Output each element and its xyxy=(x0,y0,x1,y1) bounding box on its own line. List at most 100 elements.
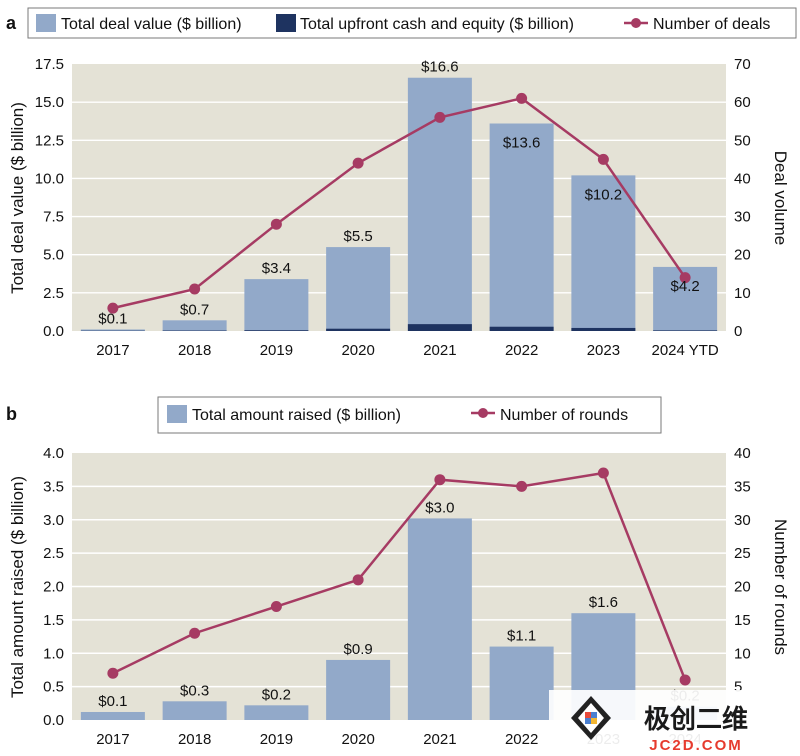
x-tick-label: 2017 xyxy=(96,731,129,748)
panel-a-x-ticks: 2017 2018 2019 2020 2021 2022 2023 2024 YTD xyxy=(96,342,719,359)
y-tick-label: 5.0 xyxy=(43,247,64,264)
y-tick-label: 0.0 xyxy=(43,712,64,729)
y2-tick-label: 35 xyxy=(734,478,751,495)
panel-b-bars xyxy=(80,518,718,720)
panel-a-right-ticks: 0 10 20 30 40 50 60 70 xyxy=(734,56,751,340)
y-tick-label: 15.0 xyxy=(35,94,64,111)
y2-tick-label: 70 xyxy=(734,56,751,73)
legend-label-deals: Number of deals xyxy=(653,16,770,33)
line-point xyxy=(107,302,119,314)
line-series xyxy=(112,96,687,310)
watermark-logo: 极创二维 JC2D.COM xyxy=(549,690,800,756)
y2-tick-label: 5 xyxy=(734,679,742,696)
y2-tick-label: 20 xyxy=(734,247,751,264)
panel-b-letter: b xyxy=(6,404,17,424)
bar-2020 xyxy=(326,659,391,720)
data-label: $10.2 xyxy=(585,186,623,203)
upfront-bar-2021 xyxy=(407,324,472,331)
legend-swatch-upfront xyxy=(276,14,296,32)
upfront-bar-2020 xyxy=(326,328,391,331)
line-point xyxy=(270,218,282,230)
legend-label-amount-raised: Total amount raised ($ billion) xyxy=(192,407,401,424)
line-point xyxy=(597,467,609,479)
panel-a-data-labels: $0.1 $0.7 $3.4 $5.5 $16.6 $13.6 $10.2 $4.2 xyxy=(98,59,699,328)
watermark-text-cn: 极创二维 xyxy=(644,704,748,734)
panel-a-y2-axis-title: Deal volume xyxy=(771,151,790,246)
y-tick-label: 1.0 xyxy=(43,645,64,662)
y2-tick-label: 25 xyxy=(734,545,751,562)
bar-2018 xyxy=(162,701,227,720)
y2-tick-label: 20 xyxy=(734,579,751,596)
data-label: $0.9 xyxy=(344,641,373,658)
x-tick-label: 2018 xyxy=(178,731,211,748)
bar-2017 xyxy=(80,711,145,720)
watermark-text-en: JC2D.COM xyxy=(649,737,743,754)
line-point xyxy=(434,474,446,486)
line-point xyxy=(107,667,119,679)
bar-2020 xyxy=(326,247,391,331)
y-tick-label: 3.5 xyxy=(43,478,64,495)
panel-a-left-ticks: 0.0 2.5 5.0 7.5 10.0 12.5 15.0 17.5 xyxy=(35,56,64,340)
y2-tick-label: 15 xyxy=(734,612,751,629)
x-tick-label: 2019 xyxy=(260,731,293,748)
data-label: $0.3 xyxy=(180,682,209,699)
panel-b-y-axis-title: Total amount raised ($ billion) xyxy=(8,476,27,698)
y-tick-label: 17.5 xyxy=(35,56,64,73)
line-point xyxy=(679,272,691,284)
panel-b: b Total amount raised ($ billion) Number… xyxy=(6,396,790,748)
y-tick-label: 0.5 xyxy=(43,679,64,696)
panel-a-letter: a xyxy=(6,13,17,33)
bar-2022 xyxy=(489,123,554,331)
legend-label-upfront: Total upfront cash and equity ($ billion… xyxy=(300,16,574,33)
y-tick-label: 1.5 xyxy=(43,612,64,629)
bar-2017 xyxy=(80,329,145,331)
y-tick-label: 0.0 xyxy=(43,323,64,340)
x-tick-label: 2017 xyxy=(96,342,129,359)
y-tick-label: 3.0 xyxy=(43,512,64,529)
line-point xyxy=(352,157,364,169)
bar-2019 xyxy=(244,279,309,331)
legend-label-rounds: Number of rounds xyxy=(500,407,628,424)
y2-tick-label: 0 xyxy=(734,323,742,340)
data-label: $0.1 xyxy=(98,693,127,710)
y2-tick-label: 60 xyxy=(734,94,751,111)
y2-tick-label: 40 xyxy=(734,445,751,462)
y2-tick-label: 50 xyxy=(734,132,751,149)
x-tick-label: 2018 xyxy=(178,342,211,359)
line-point xyxy=(679,674,691,686)
y2-tick-label: 40 xyxy=(734,170,751,187)
data-label: $5.5 xyxy=(344,228,373,245)
data-label: $1.1 xyxy=(507,628,536,645)
data-label: $3.4 xyxy=(262,260,291,277)
panel-b-right-ticks: 5 10 15 20 25 30 35 40 xyxy=(734,445,751,696)
y-tick-label: 7.5 xyxy=(43,209,64,226)
y2-tick-label: 30 xyxy=(734,512,751,529)
x-tick-label: 2023 xyxy=(587,342,620,359)
bar-2023 xyxy=(571,175,636,331)
panel-a-bars xyxy=(80,77,718,331)
x-tick-label: 2024 YTD xyxy=(651,342,718,359)
panel-a-y-axis-title: Total deal value ($ billion) xyxy=(8,102,27,294)
bar-2021 xyxy=(407,518,472,720)
line-series xyxy=(112,471,687,681)
line-point xyxy=(597,153,609,165)
panel-a-legend: Total deal value ($ billion) Total upfro… xyxy=(27,7,797,39)
legend-label-total-deal-value: Total deal value ($ billion) xyxy=(61,16,242,33)
upfront-bar-2024-ytd xyxy=(653,330,718,331)
line-point xyxy=(352,574,364,586)
y-tick-label: 10.0 xyxy=(35,170,64,187)
panel-b-y2-axis-title: Number of rounds xyxy=(771,519,790,655)
y-tick-label: 2.0 xyxy=(43,579,64,596)
line-point xyxy=(516,92,528,104)
panel-b-left-ticks: 0.0 0.5 1.0 1.5 2.0 2.5 3.0 3.5 4.0 xyxy=(43,445,64,729)
x-tick-label: 2021 xyxy=(423,342,456,359)
upfront-bar-2022 xyxy=(489,326,554,331)
upfront-bar-2023 xyxy=(571,327,636,331)
legend-swatch-amount-raised xyxy=(167,405,187,423)
data-label: $4.2 xyxy=(671,278,700,295)
y-tick-label: 4.0 xyxy=(43,445,64,462)
panel-b-line xyxy=(107,467,691,686)
data-label: $16.6 xyxy=(421,59,459,76)
y2-tick-label: 30 xyxy=(734,209,751,226)
